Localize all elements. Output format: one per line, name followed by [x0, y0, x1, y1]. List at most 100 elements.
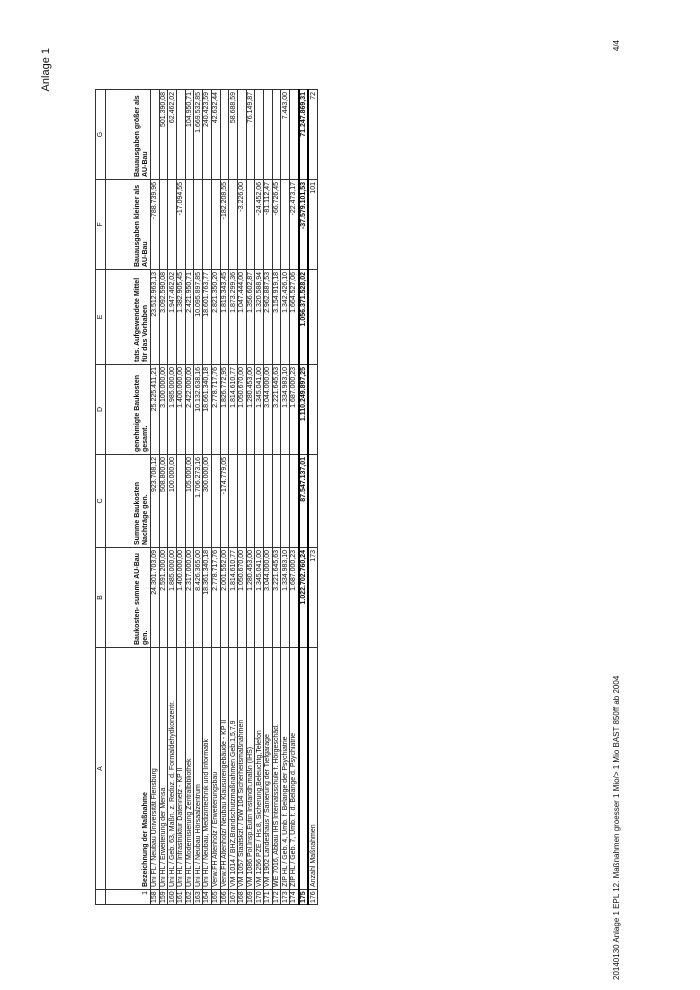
measure-name: Uni HL / Modernisierung Zentralbibliothe…: [185, 647, 194, 890]
amount-cell: 58.688,59: [228, 89, 238, 180]
amount-cell: 105.000,00: [185, 454, 194, 548]
amount-cell: 71.247.869,31: [298, 89, 309, 180]
page-number: 4/4: [612, 40, 621, 52]
column-header: Bauausgaben kleiner als AU-Bau: [105, 179, 151, 270]
row-number: 170: [254, 889, 264, 905]
amount-cell: -37.579.101,53: [298, 179, 309, 270]
row-number: 171: [263, 889, 273, 905]
amount-cell: 1.110.249.897,25: [298, 364, 309, 455]
amount-cell: 18.601.763,77: [202, 269, 212, 365]
table-row: 163 Uni HL / Neubau Hörsaalzentrum 8.426.3…: [193, 89, 203, 905]
amount-cell: 1.334.983,10: [280, 547, 290, 648]
row-number: 173: [280, 889, 290, 905]
amount-cell: 3.100.000,00: [159, 364, 168, 455]
total-row: 175 1.022.702.760,24 87.547.137,01 1.110.24…: [298, 89, 309, 905]
amount-cell: 501.390,08: [159, 89, 168, 180]
measure-name: Uni HL / Geb. 63, Maßn. z. Reduz. d. For…: [167, 647, 177, 890]
amount-cell: 3.221.645,63: [272, 547, 281, 648]
amount-cell: 1.873.299,36: [228, 269, 238, 365]
amount-cell: [308, 269, 318, 365]
measure-name: VM 1256 PZE / Hs.8, Sicherung,Beleuchtg,…: [254, 647, 264, 890]
row-number: 174: [289, 889, 299, 905]
amount-cell: 1.687.000,23: [289, 547, 299, 648]
measure-name: Uni FL / Neubau Universität Flensburg: [150, 647, 160, 890]
column-header: Bezeichnung der Maßnahme: [105, 647, 151, 890]
measure-name: VM 1057 Staatskzl. / DW 104 Sicherheitsm…: [237, 647, 247, 890]
column-header: genehmigte Baukosten gesamt.: [105, 364, 151, 455]
amount-cell: [150, 89, 160, 180]
amount-cell: 2.001.552,00: [220, 547, 229, 648]
row-number: 166: [220, 889, 229, 905]
table-row: 164 Uni HL / Neubau, Medizintechnik und I…: [202, 89, 212, 905]
amount-cell: 1.356.602,87: [246, 269, 255, 365]
amount-cell: -66.726,45: [272, 179, 281, 270]
amount-cell: -3.226,00: [237, 179, 247, 270]
measures-table: A B C D E F G 1 Bezeichnung der Maßnahme Baukoste…: [95, 89, 318, 905]
amount-cell: 2.422.000,00: [185, 364, 194, 455]
amount-cell: 18.361.340,18: [202, 547, 212, 648]
amount-cell: 3.154.919,18: [272, 269, 281, 365]
measure-name: Uni HL / Neubau Hörsaalzentrum: [193, 647, 203, 890]
amount-cell: 1.814.610,77: [228, 364, 238, 455]
table-row: 174 ZIP HL / Geb. 7, Umb. f. d. Belange d…: [289, 89, 299, 905]
row-number: 158: [150, 889, 160, 905]
amount-cell: [308, 364, 318, 455]
amount-cell: 1.885.000,00: [167, 547, 177, 648]
measure-name: Verw.FH Altenholz / Erweiterungsbau: [211, 647, 220, 890]
amount-cell: 7.443,00: [280, 89, 290, 180]
amount-cell: 72: [308, 89, 318, 180]
amount-cell: [254, 89, 264, 180]
amount-cell: 23.512.963,13: [150, 269, 160, 365]
amount-cell: 1.826.772,95: [220, 364, 229, 455]
row-number: 160: [167, 889, 177, 905]
amount-cell: 87.547.137,01: [298, 454, 309, 548]
table-row: 172 WE 7016, Abbau IHS Internatsschule f.…: [272, 89, 281, 905]
table-row: 168 VM 1057 Staatskzl. / DW 104 Sicherhei…: [237, 89, 247, 905]
amount-cell: [280, 179, 290, 270]
measure-name: Uni HL / Neubau, Medizintechnik und Info…: [202, 647, 212, 890]
row-number: 164: [202, 889, 212, 905]
amount-cell: 1.050.670,00: [237, 547, 247, 648]
footer-filename: 20140130 Anlage 1 EPL 12. Maßnahmen groe…: [612, 675, 621, 980]
table-row: 162 Uni HL / Modernisierung Zentralbiblio…: [185, 89, 194, 905]
amount-cell: 2.778.717,76: [211, 547, 220, 648]
amount-cell: [237, 89, 247, 180]
amount-cell: [237, 454, 247, 548]
column-header: tats. Aufgewendete Mittel für das Vorhab…: [105, 269, 151, 365]
row-number: 175: [298, 889, 309, 905]
amount-cell: [289, 89, 299, 180]
column-letter: G: [95, 89, 106, 180]
amount-cell: 1.334.983,10: [280, 364, 290, 455]
amount-cell: 10.132.638,16: [193, 364, 203, 455]
amount-cell: 1.687.000,23: [289, 364, 299, 455]
amount-cell: 1.320.588,94: [254, 269, 264, 365]
amount-cell: [211, 179, 220, 270]
table-row: 173 ZIP HL / Geb. 4, Umb. f. Belange der …: [280, 89, 290, 905]
row-number: 163: [193, 889, 203, 905]
column-header: Baukosten- summe AU-Bau gen.: [105, 547, 151, 648]
amount-cell: [202, 179, 212, 270]
amount-cell: 1.664.527,06: [289, 269, 299, 365]
column-letter: F: [95, 179, 106, 270]
column-letter: E: [95, 269, 106, 365]
attachment-label: Anlage 1: [40, 48, 52, 92]
amount-cell: 3.221.645,63: [272, 364, 281, 455]
table-row: 176 Anzahl Maßnahmen 173 101 72: [308, 89, 318, 905]
amount-cell: 100.000,00: [167, 454, 177, 548]
row-number: 167: [228, 889, 238, 905]
amount-cell: [246, 179, 255, 270]
amount-cell: 3.092.590,08: [159, 269, 168, 365]
amount-cell: 25.225.411,21: [150, 364, 160, 455]
amount-cell: [289, 454, 299, 548]
amount-cell: [308, 454, 318, 548]
measure-name: Verw.FH Altenholz/ Neubau Klausurengebäu…: [220, 647, 229, 890]
amount-cell: 1.342.426,10: [280, 269, 290, 365]
row-number: 161: [176, 889, 186, 905]
amount-cell: 2.778.717,76: [211, 364, 220, 455]
measure-name: Uni HL / Erweiterung der Mensa: [159, 647, 168, 890]
measure-name: ZIP HL / Geb. 7, Umb. f. d. Belange d. P…: [289, 647, 299, 890]
amount-cell: [246, 454, 255, 548]
amount-cell: 1.819.343,45: [220, 269, 229, 365]
table-row: 166 Verw.FH Altenholz/ Neubau Klausurenge…: [220, 89, 229, 905]
